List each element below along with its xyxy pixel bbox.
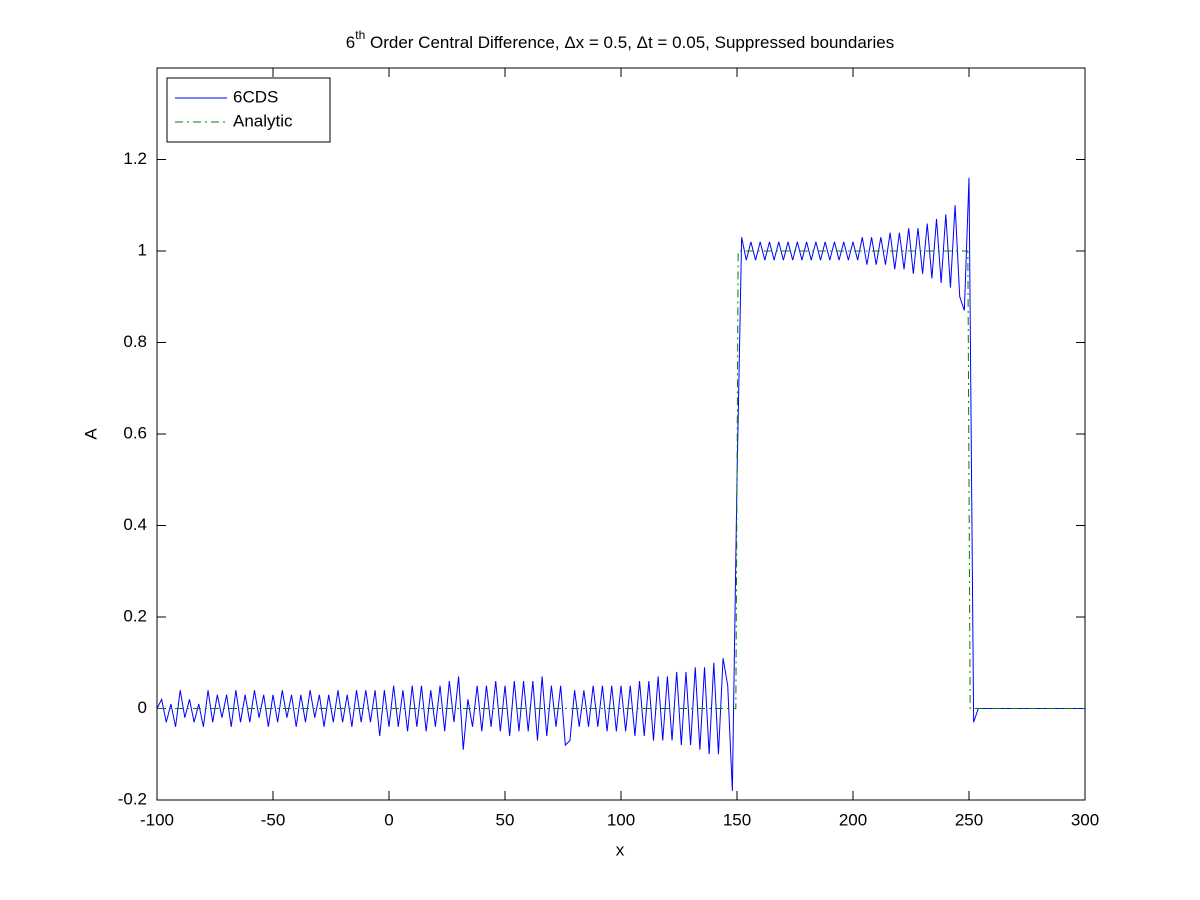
- axes-box: [156, 67, 1086, 801]
- legend-label: Analytic: [233, 111, 293, 130]
- x-tick-label: 250: [955, 810, 983, 829]
- chart-title: 6th Order Central Difference, Δx = 0.5, …: [346, 28, 894, 52]
- y-tick-label: 0.6: [123, 423, 147, 442]
- title-rest: Order Central Difference, Δx = 0.5, Δt =…: [365, 33, 894, 52]
- legend-label: 6CDS: [233, 87, 278, 106]
- x-tick-label: 300: [1071, 810, 1099, 829]
- x-tick-label: 0: [384, 810, 393, 829]
- y-tick-label: 0.8: [123, 332, 147, 351]
- x-tick-label: 50: [496, 810, 515, 829]
- y-tick-label: -0.2: [118, 789, 147, 808]
- x-tick-label: 100: [607, 810, 635, 829]
- y-tick-label: 1.2: [123, 149, 147, 168]
- x-tick-label: 150: [723, 810, 751, 829]
- legend-box: [166, 77, 331, 143]
- x-axis-label: x: [616, 840, 625, 859]
- y-tick-label: 0.2: [123, 606, 147, 625]
- y-tick-label: 0.4: [123, 515, 147, 534]
- x-tick-label: -100: [140, 810, 174, 829]
- x-tick-label: 200: [839, 810, 867, 829]
- title-base: 6: [346, 33, 355, 52]
- y-tick-label: 0: [138, 698, 147, 717]
- plot-area: [157, 68, 1085, 800]
- y-tick-label: 1: [138, 240, 147, 259]
- title-superscript: th: [355, 28, 365, 42]
- y-axis-label: A: [81, 428, 100, 440]
- x-tick-label: -50: [261, 810, 286, 829]
